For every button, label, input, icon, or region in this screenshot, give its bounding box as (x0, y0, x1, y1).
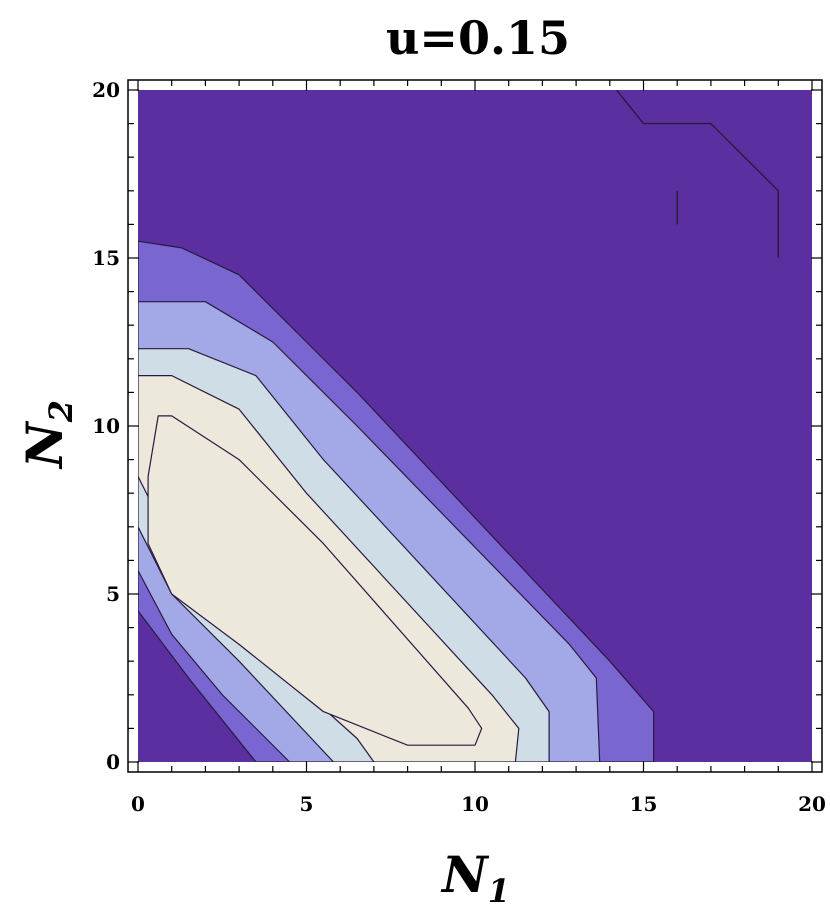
y-tick-label-20: 20 (92, 78, 120, 102)
y-axis-label: N2 (15, 400, 80, 470)
x-axis-label-subscript: 1 (488, 872, 510, 910)
contour-line-1 (615, 90, 779, 258)
x-axis-label-main: N (440, 845, 490, 904)
x-axis-ticks: 0 5 10 15 20 (131, 80, 826, 816)
x-tick-label-10: 10 (461, 792, 489, 816)
y-tick-label-5: 5 (106, 582, 120, 606)
x-axis-label: N1 (440, 845, 510, 910)
contour-bands (138, 90, 779, 762)
x-tick-label-0: 0 (131, 792, 145, 816)
y-tick-label-15: 15 (92, 246, 120, 270)
y-axis-ticks: 0 5 10 15 20 (92, 78, 822, 774)
y-tick-label-0: 0 (106, 750, 120, 774)
y-axis-label-subscript: 2 (42, 400, 80, 423)
plot-area (127, 79, 823, 773)
y-tick-label-10: 10 (92, 414, 120, 438)
x-tick-label-5: 5 (300, 792, 314, 816)
chart-title: u=0.15 (386, 11, 570, 65)
x-tick-label-15: 15 (630, 792, 658, 816)
x-tick-label-20: 20 (798, 792, 826, 816)
contour-band-5 (147, 415, 483, 746)
y-axis-label-main: N (15, 420, 74, 470)
